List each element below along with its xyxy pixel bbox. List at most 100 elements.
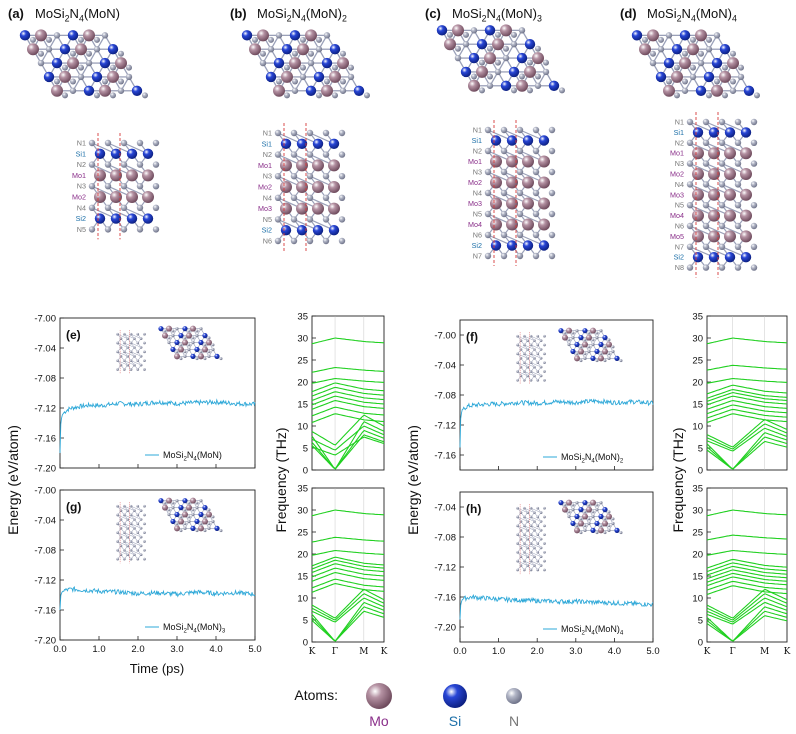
n-atom: [136, 504, 140, 508]
y-tick-label: 25: [692, 528, 703, 539]
n-atom: [167, 336, 171, 340]
side-view-slab: [516, 504, 546, 575]
n-atom: [500, 189, 508, 197]
n-atom: [526, 348, 530, 351]
mo-atom: [695, 29, 707, 42]
n-atom: [175, 327, 179, 331]
y-tick-label: 15: [297, 400, 308, 411]
k-tick-label: K: [309, 647, 316, 657]
n-atom: [536, 542, 540, 545]
phonon-panel-3: 0 5 10 15 20 25 30 35 K Γ M K: [297, 484, 387, 658]
n-atom: [78, 36, 84, 43]
n-atom: [500, 252, 508, 260]
top-view-lattice: [241, 29, 370, 99]
n-atom: [143, 548, 146, 552]
n-atom: [583, 510, 587, 514]
n-atom: [152, 139, 160, 147]
n-atom: [143, 350, 146, 354]
x-tick-label: 2.0: [531, 646, 544, 657]
n-atom: [730, 50, 736, 57]
n-atom: [539, 564, 543, 567]
panel-label: (d): [620, 6, 637, 21]
n-atom: [718, 181, 726, 188]
si-atom: [614, 355, 620, 361]
plot-frame: [59, 317, 256, 469]
n-atom: [322, 151, 330, 158]
energy-trace: [459, 593, 654, 620]
y-tick-label: 10: [297, 594, 308, 605]
n-atom: [136, 139, 144, 147]
n-atom: [603, 531, 607, 535]
panel-label: (b): [230, 6, 247, 21]
legend-label: MoSi2N4(MoN)2: [561, 452, 624, 465]
mo-atom: [198, 525, 204, 532]
mo-atom: [444, 38, 456, 51]
n-atom: [519, 520, 523, 523]
y-tick-label: 25: [297, 528, 308, 539]
n-atom: [526, 546, 530, 550]
phonon-band-optical: [706, 392, 788, 402]
n-atom: [583, 338, 587, 342]
layer-label-si2: Si2: [674, 253, 684, 262]
mo-atom: [249, 43, 261, 56]
bond: [117, 541, 128, 547]
n-atom: [516, 550, 519, 554]
n-atom: [484, 168, 492, 176]
n-atom: [183, 336, 187, 340]
n-atom: [583, 528, 587, 532]
n-atom: [195, 329, 199, 333]
n-atom: [532, 189, 540, 197]
n-atom: [203, 529, 207, 533]
phonon-band-optical: [706, 569, 788, 580]
mo-atom: [190, 497, 196, 504]
n-atom: [519, 348, 523, 351]
y-tick-label: -7.20: [34, 464, 56, 475]
n-atom: [104, 226, 112, 233]
y-tick-label: 35: [692, 312, 703, 323]
k-tick-label: M: [760, 647, 769, 657]
inset-top-view: [558, 499, 623, 535]
n-atom: [62, 92, 68, 99]
n-atom: [104, 183, 112, 190]
n-atom: [133, 354, 136, 358]
n-atom: [139, 553, 143, 557]
n-atom: [211, 515, 215, 519]
mo-atom: [740, 230, 752, 243]
n-atom: [479, 59, 485, 66]
n-atom: [37, 59, 45, 67]
n-atom: [171, 506, 175, 510]
mo-atom: [35, 29, 47, 42]
mo-atom: [99, 84, 111, 97]
n-atom: [284, 64, 290, 71]
si-atom: [321, 57, 333, 69]
n-atom: [183, 526, 187, 530]
si-atom: [289, 30, 301, 41]
mo-atom: [206, 511, 212, 518]
n-atom: [143, 513, 146, 517]
bond: [130, 532, 142, 538]
mo-atom: [671, 70, 683, 83]
phonon-band-optical: [706, 576, 788, 587]
phonon-band-optical-high: [311, 549, 385, 556]
si-atom: [67, 30, 79, 41]
bond: [117, 342, 128, 348]
mo-atom: [202, 346, 208, 353]
n-atom: [316, 36, 322, 43]
n-atom: [522, 533, 526, 537]
x-tick-label: 3.0: [170, 644, 183, 655]
n-atom: [199, 327, 203, 331]
x-tick-label: 1.0: [492, 646, 505, 657]
n-atom: [689, 73, 697, 81]
n-atom: [307, 59, 315, 67]
mo-atom: [182, 339, 188, 346]
n-atom: [486, 82, 494, 89]
n-atom: [116, 359, 119, 363]
phonon-band-optical-high: [706, 337, 788, 345]
n-atom: [718, 243, 726, 250]
si-atom: [602, 335, 608, 341]
n-atom: [543, 352, 546, 356]
si-atom: [468, 52, 480, 64]
layer-label-n2: N2: [473, 147, 482, 156]
